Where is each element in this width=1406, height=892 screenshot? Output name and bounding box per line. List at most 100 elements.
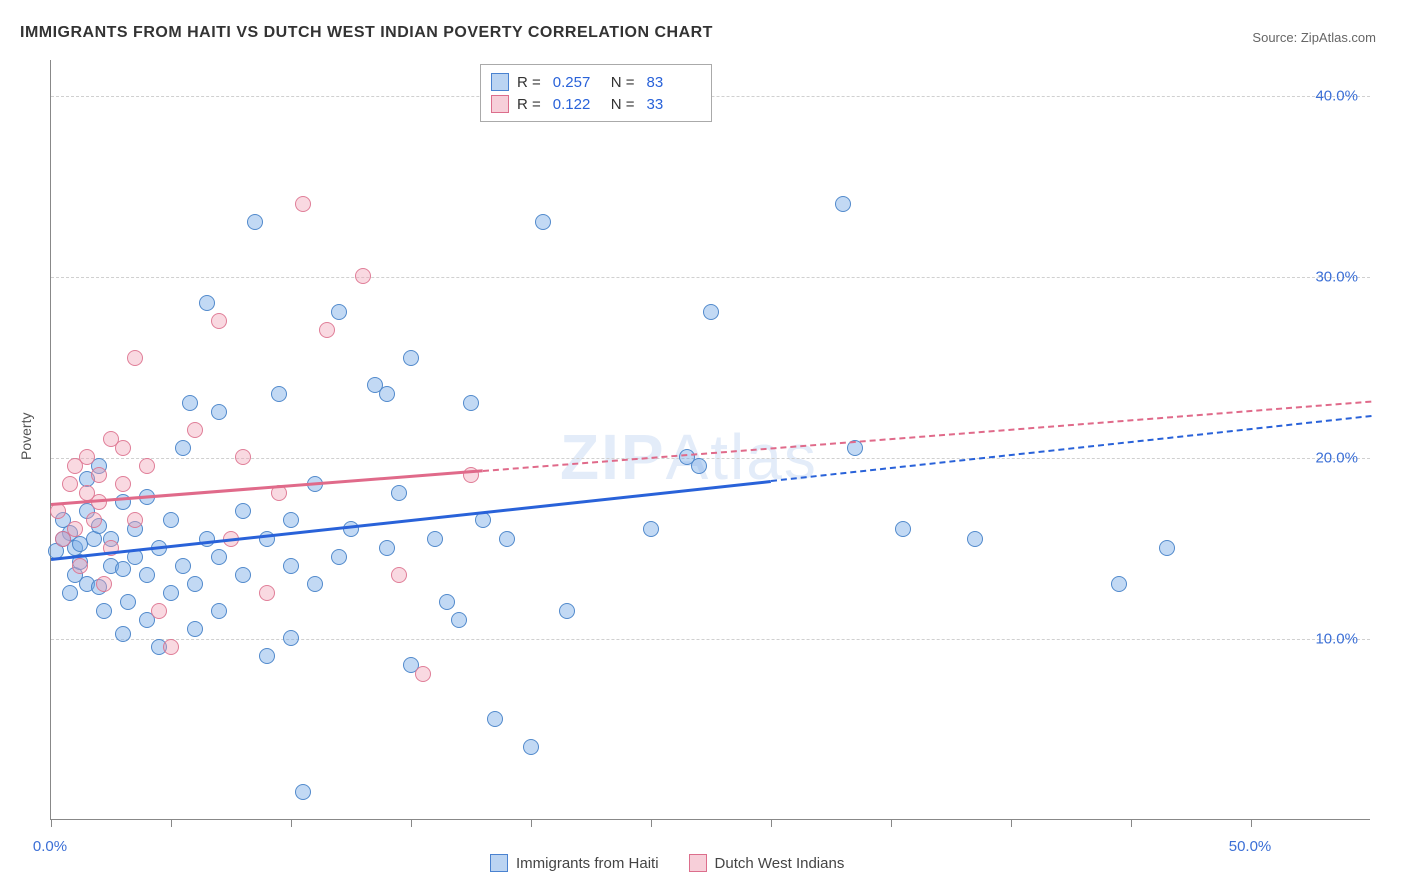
data-point xyxy=(127,350,143,366)
x-tick xyxy=(531,819,532,827)
data-point xyxy=(355,268,371,284)
data-point xyxy=(175,558,191,574)
n-value-pink: 33 xyxy=(647,96,697,113)
data-point xyxy=(247,214,263,230)
data-point xyxy=(499,531,515,547)
data-point xyxy=(1159,540,1175,556)
data-point xyxy=(91,494,107,510)
data-point xyxy=(379,540,395,556)
y-tick-label: 40.0% xyxy=(1315,88,1358,105)
plot-area: 10.0%20.0%30.0%40.0% xyxy=(50,60,1370,820)
swatch-pink xyxy=(491,95,509,113)
data-point xyxy=(1111,576,1127,592)
data-point xyxy=(295,784,311,800)
x-tick-label: 0.0% xyxy=(33,838,67,855)
data-point xyxy=(235,567,251,583)
swatch-blue xyxy=(491,73,509,91)
legend-item-pink: Dutch West Indians xyxy=(689,854,845,872)
data-point xyxy=(535,214,551,230)
data-point xyxy=(62,476,78,492)
x-tick xyxy=(1131,819,1132,827)
r-value-blue: 0.257 xyxy=(553,74,603,91)
data-point xyxy=(115,476,131,492)
data-point xyxy=(427,531,443,547)
data-point xyxy=(295,196,311,212)
data-point xyxy=(79,449,95,465)
x-tick-label: 50.0% xyxy=(1229,838,1272,855)
data-point xyxy=(391,567,407,583)
data-point xyxy=(451,612,467,628)
legend-item-blue: Immigrants from Haiti xyxy=(490,854,659,872)
data-point xyxy=(96,603,112,619)
data-point xyxy=(259,585,275,601)
data-point xyxy=(86,512,102,528)
n-label: N = xyxy=(611,74,635,91)
data-point xyxy=(463,395,479,411)
data-point xyxy=(283,630,299,646)
data-point xyxy=(475,512,491,528)
data-point xyxy=(379,386,395,402)
data-point xyxy=(415,666,431,682)
data-point xyxy=(967,531,983,547)
data-point xyxy=(211,603,227,619)
gridline xyxy=(51,639,1370,640)
x-tick xyxy=(51,819,52,827)
data-point xyxy=(319,322,335,338)
x-tick xyxy=(891,819,892,827)
data-point xyxy=(67,521,83,537)
data-point xyxy=(115,561,131,577)
x-tick xyxy=(651,819,652,827)
data-point xyxy=(50,503,66,519)
x-tick xyxy=(411,819,412,827)
data-point xyxy=(115,626,131,642)
x-tick xyxy=(1011,819,1012,827)
data-point xyxy=(187,422,203,438)
x-tick xyxy=(171,819,172,827)
y-axis-label: Poverty xyxy=(18,413,34,460)
data-point xyxy=(235,449,251,465)
data-point xyxy=(403,350,419,366)
data-point xyxy=(72,558,88,574)
data-point xyxy=(115,440,131,456)
data-point xyxy=(163,585,179,601)
data-point xyxy=(175,440,191,456)
data-point xyxy=(283,512,299,528)
n-value-blue: 83 xyxy=(647,74,697,91)
data-point xyxy=(62,585,78,601)
swatch-blue xyxy=(490,854,508,872)
data-point xyxy=(643,521,659,537)
data-point xyxy=(199,295,215,311)
legend-label-pink: Dutch West Indians xyxy=(715,855,845,872)
data-point xyxy=(187,621,203,637)
data-point xyxy=(487,711,503,727)
y-tick-label: 30.0% xyxy=(1315,269,1358,286)
data-point xyxy=(151,603,167,619)
data-point xyxy=(895,521,911,537)
data-point xyxy=(259,648,275,664)
r-label: R = xyxy=(517,74,541,91)
data-point xyxy=(703,304,719,320)
r-value-pink: 0.122 xyxy=(553,96,603,113)
source-attribution: Source: ZipAtlas.com xyxy=(1252,30,1376,45)
legend-label-blue: Immigrants from Haiti xyxy=(516,855,659,872)
trend-line xyxy=(51,480,771,560)
data-point xyxy=(211,404,227,420)
r-label: R = xyxy=(517,96,541,113)
correlation-legend: R = 0.257 N = 83 R = 0.122 N = 33 xyxy=(480,64,712,122)
data-point xyxy=(523,739,539,755)
data-point xyxy=(271,386,287,402)
data-point xyxy=(96,576,112,592)
data-point xyxy=(187,576,203,592)
gridline xyxy=(51,277,1370,278)
source-label: Source: xyxy=(1252,30,1297,45)
x-tick xyxy=(771,819,772,827)
data-point xyxy=(691,458,707,474)
n-label: N = xyxy=(611,96,635,113)
data-point xyxy=(91,467,107,483)
data-point xyxy=(139,458,155,474)
y-tick-label: 10.0% xyxy=(1315,631,1358,648)
data-point xyxy=(163,512,179,528)
data-point xyxy=(559,603,575,619)
x-tick xyxy=(1251,819,1252,827)
data-point xyxy=(835,196,851,212)
